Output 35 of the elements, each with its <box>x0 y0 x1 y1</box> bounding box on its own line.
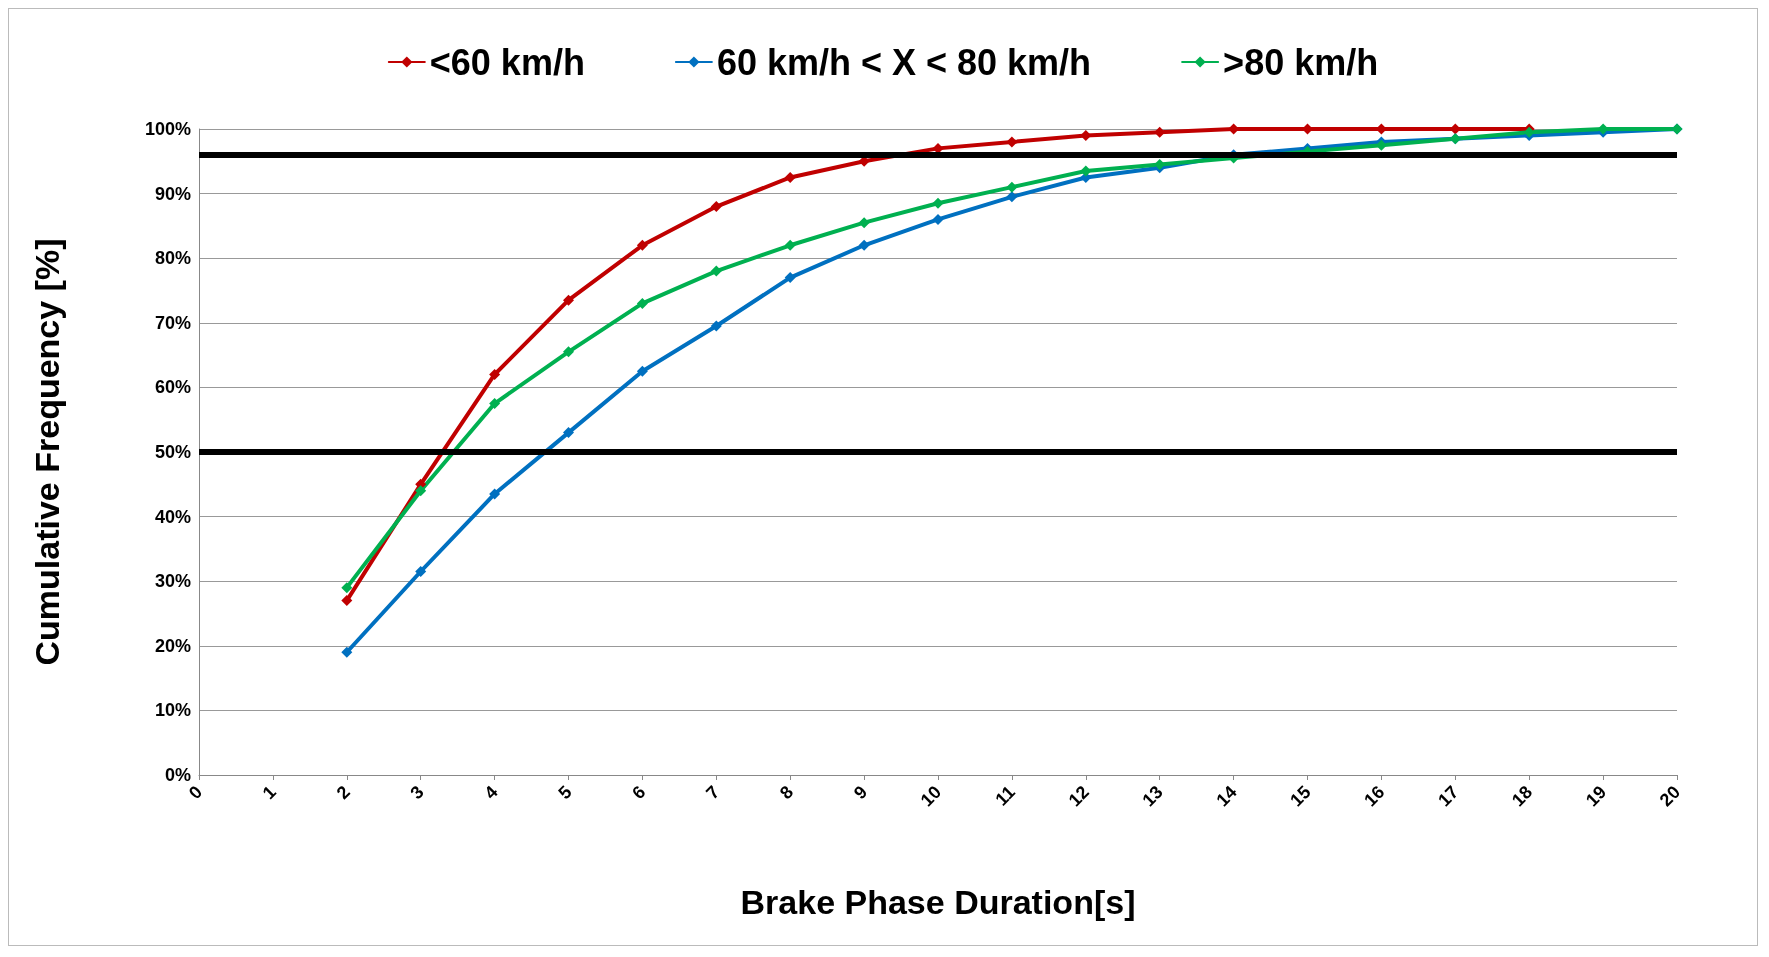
x-tick-label: 16 <box>1360 781 1389 811</box>
legend-label: >80 km/h <box>1223 41 1379 83</box>
x-tick-label: 11 <box>991 781 1019 810</box>
x-tick-label: 12 <box>1064 781 1093 811</box>
x-tick-label: 6 <box>628 781 650 804</box>
x-tick-label: 9 <box>849 781 872 804</box>
y-tick-label: 40% <box>154 506 191 527</box>
y-tick-label: 10% <box>154 700 191 721</box>
x-tick-label: 10 <box>916 781 946 811</box>
y-tick-label: 20% <box>154 635 191 656</box>
y-axis-title: Cumulative Frequency [%] <box>28 238 66 666</box>
x-tick-label: 20 <box>1655 781 1685 811</box>
x-tick-label: 5 <box>554 781 576 804</box>
x-tick-label: 17 <box>1434 781 1463 811</box>
legend-label: 60 km/h < X < 80 km/h <box>716 41 1092 83</box>
y-tick-label: 50% <box>154 442 191 462</box>
x-tick-label: 8 <box>776 781 798 804</box>
y-tick-label: 80% <box>154 248 191 269</box>
x-tick-label: 1 <box>258 781 280 804</box>
x-axis-title: Brake Phase Duration[s] <box>740 883 1136 921</box>
x-tick-label: 7 <box>702 781 724 804</box>
y-tick-label: 30% <box>154 571 191 592</box>
x-tick-label: 4 <box>480 781 502 804</box>
x-tick-label: 18 <box>1507 781 1537 811</box>
x-tick-label: 19 <box>1581 781 1611 811</box>
x-tick-label: 2 <box>332 781 354 804</box>
y-tick-label: 60% <box>154 377 191 398</box>
y-tick-label: 90% <box>154 183 191 204</box>
y-tick-label: 70% <box>154 312 191 333</box>
x-tick-label: 15 <box>1286 781 1315 811</box>
legend-label: <60 km/h <box>429 41 585 83</box>
x-tick-label: 13 <box>1138 781 1167 811</box>
x-tick-label: 3 <box>406 781 428 804</box>
y-tick-label: 100% <box>144 119 191 139</box>
x-tick-label: 14 <box>1212 781 1241 811</box>
